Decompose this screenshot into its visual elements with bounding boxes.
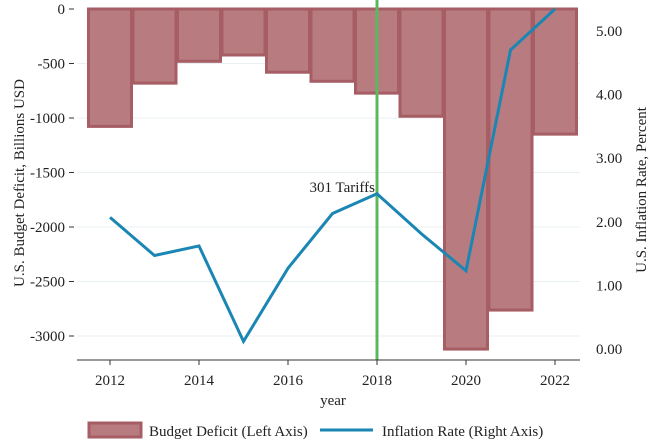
line-series xyxy=(109,7,557,345)
legend-label-inflation: Inflation Rate (Right Axis) xyxy=(382,424,543,440)
x-tick-label: 2018 xyxy=(362,373,392,389)
x-tick-label: 2020 xyxy=(451,373,481,389)
y-right-tick-label: 2.00 xyxy=(596,215,622,231)
x-axis-title: year xyxy=(320,393,346,409)
y-left-tick-label: -3000 xyxy=(30,329,65,345)
x-tick-label: 2012 xyxy=(95,373,125,389)
x-tick-label: 2014 xyxy=(184,373,215,389)
bar-2020 xyxy=(443,7,489,351)
y-right-tick-label: 4.00 xyxy=(596,88,622,104)
y-left-tick-label: 0 xyxy=(58,2,66,18)
y-right-tick-label: 0.00 xyxy=(596,342,622,358)
y-left-tick-label: -500 xyxy=(38,57,66,73)
y-axis-right-title: U.S. Inflation Rate, Percent xyxy=(634,106,650,273)
y-left-tick-label: -2000 xyxy=(30,220,65,236)
y-right-tick-label: 3.00 xyxy=(596,151,622,167)
bar-2022 xyxy=(532,7,578,136)
bar-2021 xyxy=(487,7,534,312)
x-tick-label: 2022 xyxy=(540,373,570,389)
bar-series xyxy=(87,7,578,351)
y-left-tick-label: -1500 xyxy=(30,166,65,182)
axes: 2012 2014 2016 2018 2020 2022 0 -500 -1000 -1500 -… xyxy=(30,2,622,389)
bar-2017 xyxy=(309,7,356,83)
bar-2016 xyxy=(265,7,311,74)
bar-2012 xyxy=(87,7,133,128)
y-right-tick-label: 5.00 xyxy=(596,24,622,40)
y-left-tick-label: -2500 xyxy=(30,275,65,291)
y-left-tick-label: -1000 xyxy=(30,111,65,127)
y-right-tick-label: 1.00 xyxy=(596,278,622,294)
legend: Budget Deficit (Left Axis) Inflation Rat… xyxy=(87,421,543,440)
annotation-label: 301 Tariffs xyxy=(310,180,376,196)
bar-2013 xyxy=(131,7,178,85)
y-axis-left-title: U.S. Budget Deficit, Billions USD xyxy=(12,79,28,287)
bar-2014 xyxy=(176,7,222,63)
bar-2019 xyxy=(398,7,445,118)
legend-label-budget-deficit: Budget Deficit (Left Axis) xyxy=(149,424,308,440)
legend-swatch-budget-deficit xyxy=(87,421,143,439)
x-tick-label: 2016 xyxy=(273,373,304,389)
bar-2015 xyxy=(220,7,267,57)
